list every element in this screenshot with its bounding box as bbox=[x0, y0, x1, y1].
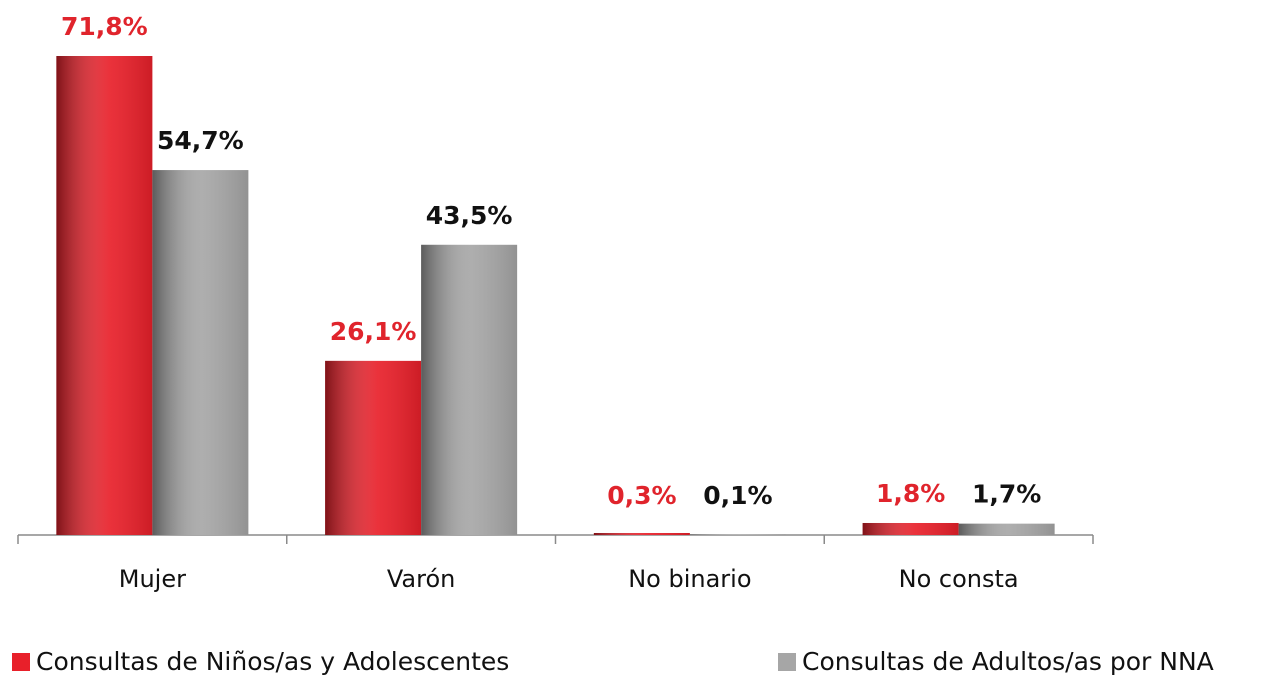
legend-swatch bbox=[778, 653, 796, 671]
bar bbox=[593, 532, 690, 535]
x-tick-label: Mujer bbox=[119, 565, 186, 593]
bar bbox=[56, 56, 153, 535]
x-tick-label: No consta bbox=[899, 565, 1019, 593]
bar bbox=[689, 534, 786, 535]
bar bbox=[325, 360, 422, 535]
bar bbox=[862, 522, 959, 535]
value-label: 0,3% bbox=[607, 481, 676, 510]
value-label: 26,1% bbox=[330, 317, 417, 346]
value-label: 71,8% bbox=[61, 12, 148, 41]
bar bbox=[958, 523, 1055, 535]
value-label: 0,1% bbox=[703, 481, 772, 510]
value-label: 1,7% bbox=[972, 480, 1041, 509]
value-label: 43,5% bbox=[426, 201, 513, 230]
legend-label: Consultas de Niños/as y Adolescentes bbox=[36, 647, 509, 676]
x-tick-label: No binario bbox=[628, 565, 751, 593]
value-label: 54,7% bbox=[157, 126, 244, 155]
value-label: 1,8% bbox=[876, 479, 945, 508]
legend-label: Consultas de Adultos/as por NNA bbox=[802, 647, 1214, 676]
bar bbox=[421, 244, 518, 536]
x-tick-label: Varón bbox=[387, 565, 456, 593]
bar bbox=[152, 170, 249, 535]
legend-swatch bbox=[12, 653, 30, 671]
